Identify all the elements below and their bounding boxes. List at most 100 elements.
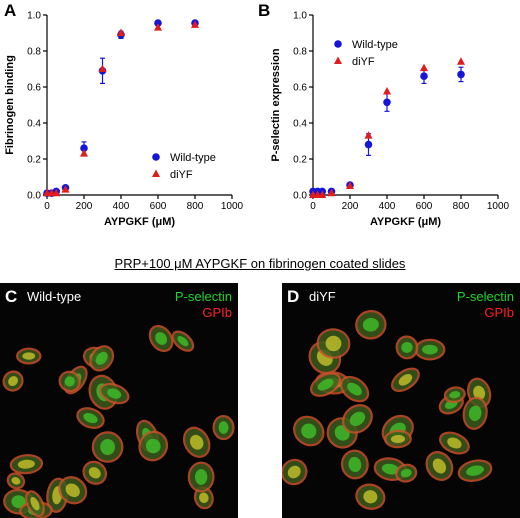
chart-a-y-tick-label: 0.8 xyxy=(27,47,41,58)
micrograph-d-cell xyxy=(339,375,370,403)
chart-b-y-tick-label: 0.4 xyxy=(293,119,307,130)
micrograph-d-cell-granule xyxy=(390,434,406,444)
micrograph-c-cell xyxy=(193,486,214,510)
chart-b-x-tick-label: 800 xyxy=(453,201,470,212)
figure-caption: PRP+100 μM AYPGKF on fibrinogen coated s… xyxy=(114,256,406,271)
micrograph-d-cells xyxy=(282,310,493,510)
micrograph-c-cell xyxy=(182,426,211,458)
chart-a-x-tick-label: 600 xyxy=(150,201,167,212)
micrograph-d-cell xyxy=(355,483,386,510)
micrograph-c-cell xyxy=(76,407,105,429)
charts-area: A 0 200 400 600 800 1000 0.0 0.2 0.4 0.6 0.8 1.0 AYPG… xyxy=(4,1,510,228)
chart-a-y-tick-label: 0.2 xyxy=(27,155,41,166)
micrograph-d-red-label: GPIb xyxy=(484,305,514,320)
micrograph-d-cell-granule xyxy=(447,437,462,449)
chart-b-point-diyf xyxy=(457,57,465,65)
micrograph-c-cell xyxy=(2,370,24,392)
chart-b-point-wild-type xyxy=(457,70,465,79)
micrograph-d-cell-granule xyxy=(301,423,317,439)
micrograph-c-cell-granule xyxy=(30,496,40,511)
chart-a-legend-label: Wild-type xyxy=(170,152,216,164)
micrograph-d-cell xyxy=(391,367,420,393)
chart-b-point-wild-type xyxy=(420,72,428,80)
micrograph-c-cell-granule xyxy=(194,469,208,485)
micrograph-c-cell-granule xyxy=(11,495,26,509)
micrograph-d-cell-granule xyxy=(398,374,413,386)
chart-b-point-diyf xyxy=(346,181,354,189)
micrograph-c-cell-granule xyxy=(88,467,101,479)
micrograph-d-cell xyxy=(443,386,466,404)
micrograph-d-cell-granule xyxy=(287,465,301,479)
chart-a-legend-marker xyxy=(152,169,160,177)
micrograph-c-cell xyxy=(16,347,42,365)
micrograph-c-cell-granule xyxy=(64,376,75,387)
micrograph-d-cell-granule xyxy=(362,317,379,332)
micrograph-c-cell-granule xyxy=(95,351,108,365)
micrograph-d-cell-granule xyxy=(363,490,378,504)
chart-b-point-diyf xyxy=(364,131,373,139)
chart-b-panel-letter: B xyxy=(258,1,270,20)
micrograph-d-cell-granule xyxy=(449,391,461,399)
micrograph-d-cell xyxy=(342,404,373,434)
micrograph-d-cell-granule xyxy=(349,411,366,427)
micrograph-d-cell-granule xyxy=(400,468,412,478)
panel-letter-c: C xyxy=(5,287,18,306)
chart-b-x-tick-label: 0 xyxy=(310,201,316,212)
micrograph-d-cell-granule xyxy=(317,378,334,391)
micrograph-c-cells xyxy=(2,325,235,518)
micrograph-c-cell-granule xyxy=(107,388,122,399)
micrograph-d-cell-granule xyxy=(422,344,438,355)
micrograph-c-cell xyxy=(58,370,81,393)
micrograph-d-cell xyxy=(395,335,419,360)
micrograph-d-cell xyxy=(340,449,369,480)
micrograph-c-cell-granule xyxy=(218,421,229,434)
micrograph-d-condition: diYF xyxy=(309,289,336,304)
chart-b-point-diyf xyxy=(318,190,327,198)
micrograph-c-cell xyxy=(58,476,88,505)
chart-b-legend-marker xyxy=(334,40,342,48)
chart-a-y-tick-label: 0.6 xyxy=(27,83,41,94)
micrograph-d-cell-granule xyxy=(348,456,362,473)
micrograph-c-cell-granule xyxy=(22,352,36,360)
micrograph-c-cell-granule xyxy=(83,413,98,424)
micrograph-d-cell xyxy=(425,451,454,481)
chart-b-x-axis-label: AYPGKF (μM) xyxy=(370,216,441,228)
micrograph-c-cell-granule xyxy=(8,376,19,387)
chart-a-x-tick-label: 0 xyxy=(44,201,50,212)
panel-letter-d: D xyxy=(287,287,300,306)
chart-b-point-wild-type xyxy=(364,140,373,149)
micrograph-d-cell xyxy=(316,328,351,359)
micrograph-c-cell xyxy=(6,472,26,490)
chart-b-x-tick-label: 600 xyxy=(416,201,433,212)
micrograph-c-cell xyxy=(138,430,169,462)
micrograph-c-cell xyxy=(9,454,44,475)
micrograph-c-cell xyxy=(82,460,108,485)
micrograph-d-cell-granule xyxy=(466,465,484,476)
micrograph-d-cell-granule xyxy=(468,405,482,422)
chart-b-x-tick-label: 200 xyxy=(342,201,359,212)
micrograph-c-cell xyxy=(171,330,195,352)
chart-b-point-diyf xyxy=(327,188,336,197)
micrograph-c-green-label: P-selectin xyxy=(174,289,232,304)
chart-b-point-wild-type xyxy=(383,98,391,107)
micrograph-c-red-label: GPIb xyxy=(202,305,232,320)
micrograph-c-cell xyxy=(89,345,115,372)
micrograph-d-cell xyxy=(439,431,470,455)
micrograph-c-cell-granule xyxy=(11,477,21,485)
micrograph-d-cell-granule xyxy=(401,341,413,353)
chart-a-point-diyf xyxy=(61,185,70,193)
chart-a-x-axis-label: AYPGKF (μM) xyxy=(104,216,175,228)
chart-b-y-axis-label: P-selectin expression xyxy=(270,48,282,161)
chart-b-y-tick-label: 0.2 xyxy=(293,155,307,166)
micrograph-d-cell xyxy=(457,459,493,482)
chart-b-y-tick-label: 0.0 xyxy=(293,191,307,202)
chart-a-x-tick-label: 800 xyxy=(187,201,204,212)
chart-a-point-diyf xyxy=(154,23,162,31)
micrograph-d-green-label: P-selectin xyxy=(456,289,514,304)
chart-a-x-tick-label: 400 xyxy=(113,201,130,212)
chart-b-y-tick-label: 0.8 xyxy=(293,47,307,58)
micrograph-d-cell-granule xyxy=(432,458,447,474)
micrograph-c-cell xyxy=(187,461,215,493)
micrograph-d-cell xyxy=(355,310,387,340)
micrograph-c-cell xyxy=(148,325,174,353)
